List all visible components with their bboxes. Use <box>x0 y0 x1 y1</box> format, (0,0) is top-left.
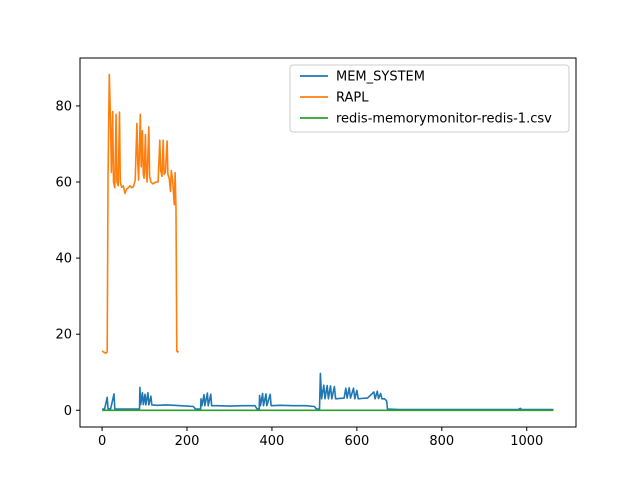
legend-box <box>289 64 570 133</box>
y-tick-label: 0 <box>64 404 72 419</box>
y-axis: 0 20 40 60 80 <box>55 99 80 419</box>
x-tick-label: 800 <box>429 434 454 449</box>
legend-label-1: RAPL <box>336 91 369 106</box>
y-tick-label: 60 <box>55 176 72 191</box>
x-tick-label: 0 <box>98 434 106 449</box>
series-line-1 <box>101 73 180 354</box>
x-tick-label: 400 <box>260 434 285 449</box>
x-tick-label: 1000 <box>510 434 543 449</box>
x-tick-label: 600 <box>344 434 369 449</box>
legend: MEM_SYSTEM RAPL redis-memorymonitor-redis-… <box>289 64 570 133</box>
x-axis: 0 200 400 600 800 1000 <box>98 427 543 449</box>
axes-frame <box>79 57 577 428</box>
legend-label-2: redis-memorymonitor-redis-1.csv <box>336 112 552 127</box>
y-tick-label: 40 <box>55 252 72 267</box>
series-line-0 <box>102 372 554 411</box>
y-tick-label: 80 <box>55 99 72 114</box>
y-tick-label: 20 <box>55 328 72 343</box>
legend-label-0: MEM_SYSTEM <box>336 70 425 85</box>
series-lines <box>101 73 554 412</box>
x-tick-label: 200 <box>175 434 200 449</box>
